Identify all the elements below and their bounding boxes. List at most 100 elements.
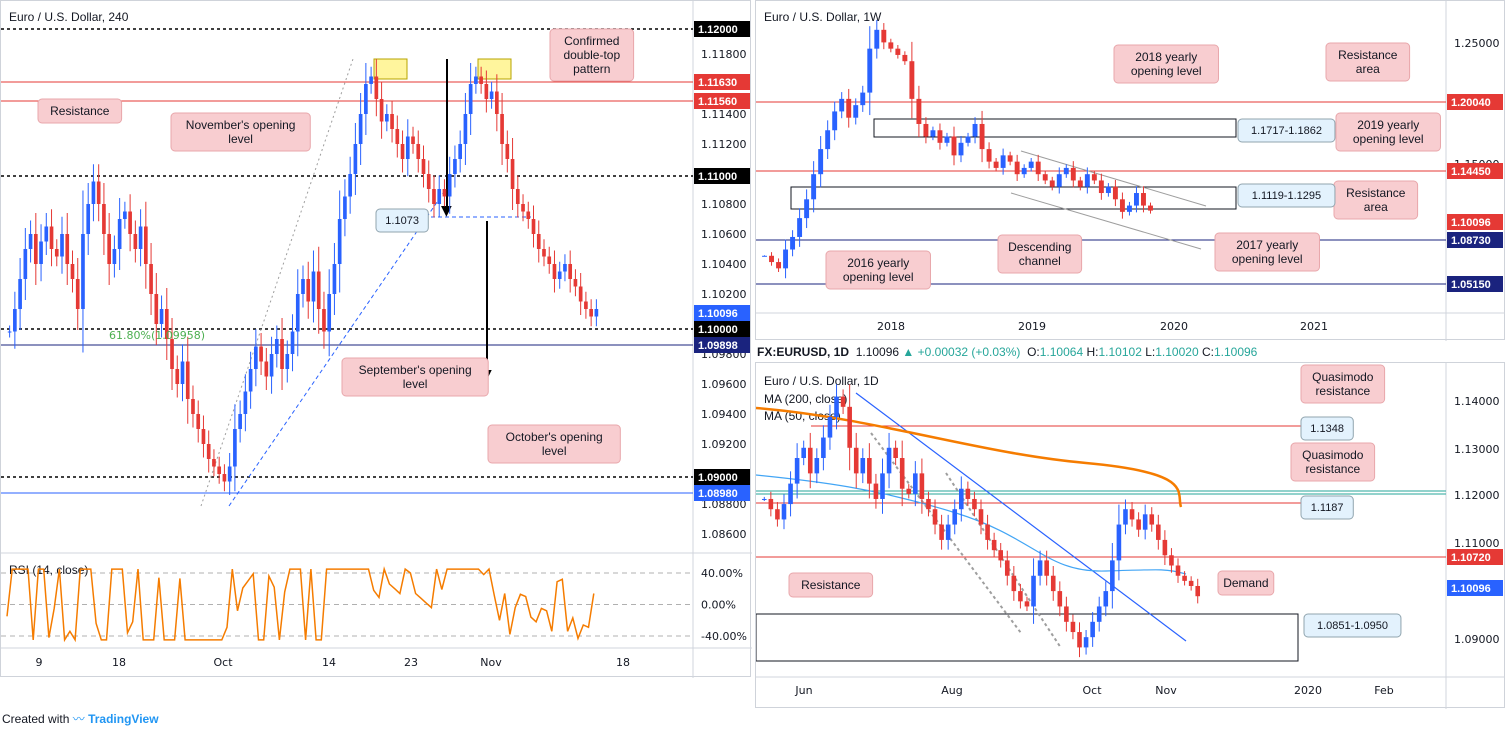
candle-1d-candle [788, 483, 793, 505]
candle-4h-candle [7, 331, 12, 333]
candle-4h-candle [348, 174, 352, 197]
candle-4h-candle [322, 309, 326, 332]
trend-line [855, 392, 1187, 642]
y-tick-label: 1.25000 [1454, 37, 1500, 50]
tradingview-brand[interactable]: TradingView [88, 712, 159, 726]
candle-4h-candle [23, 249, 28, 279]
annotation-resistance-area-1-box [1325, 42, 1411, 82]
y-tick-label: 1.11800 [701, 48, 747, 61]
chart-1w[interactable]: Euro / U.S. Dollar, 1W1.250001.150002018… [756, 1, 1505, 341]
candle-1w-candle [867, 48, 873, 93]
annotation-1348-box [1300, 416, 1354, 441]
annotation-2019-box [1335, 112, 1441, 152]
annotation-november-text: November's opening [186, 118, 296, 132]
candle-4h-candle [505, 144, 510, 159]
chart-1w-panel[interactable]: Euro / U.S. Dollar, 1W1.250001.150002018… [755, 0, 1505, 341]
price-tag-bg [1447, 580, 1503, 596]
candle-1w-candle [1021, 167, 1027, 175]
candle-4h-candle [552, 264, 557, 279]
candle-4h-candle [542, 249, 546, 257]
candle-1d-candle [775, 509, 780, 520]
candle-4h-candle [217, 466, 222, 474]
candle-4h-candle [384, 114, 389, 122]
top-marker-1 [373, 58, 408, 80]
candle-4h-candle [316, 271, 321, 309]
price-tag: 1.10096 [1451, 583, 1491, 595]
candle-4h-candle [395, 129, 400, 144]
candle-4h-candle [117, 219, 122, 249]
x-tick-label: Jun [794, 684, 812, 697]
top-marker-2 [477, 58, 512, 80]
annotation-demand-text: Demand [1223, 576, 1268, 590]
candle-4h-candle [374, 76, 379, 99]
y-tick-label: 1.13000 [1454, 443, 1500, 456]
footer[interactable]: Created with 〰 TradingView [2, 710, 159, 727]
candle-1w-candle [1091, 174, 1097, 181]
open-label: O: [1027, 345, 1040, 359]
candle-1w-candle [951, 136, 957, 156]
candle-1d-candle [794, 458, 800, 484]
candle-4h-candle [290, 331, 295, 354]
annotation-2017-box [1214, 232, 1320, 272]
candle-1d-candle [801, 447, 806, 459]
annotation-qm-2-box [1290, 442, 1376, 482]
x-tick-label: 14 [322, 656, 336, 669]
x-tick-label: 18 [616, 656, 630, 669]
candle-4h-candle [557, 271, 562, 279]
candle-1w-candle [902, 54, 908, 62]
annotation-1717-text: 1.1717-1.1862 [1251, 125, 1322, 137]
candle-1d-candle [1162, 539, 1168, 556]
annotation-1187-box [1300, 495, 1354, 520]
candle-4h-candle [259, 346, 263, 362]
candle-1w-candle [1119, 199, 1125, 212]
candle-4h-candle [269, 354, 274, 377]
annotation-resistance-box [37, 98, 123, 124]
candle-4h-candle [510, 159, 515, 189]
annotation-2018-text: opening level [1131, 64, 1202, 78]
y-tick-label: 1.11200 [701, 138, 747, 151]
candle-4h-candle [65, 234, 70, 264]
candle-1d-candle [1110, 560, 1115, 592]
candle-4h-candle [426, 174, 431, 189]
tradingview-logo-icon: 〰 [72, 712, 85, 726]
candle-4h-candle [285, 354, 290, 369]
legend-ma50: MA (50, close) [764, 409, 841, 423]
candle-1d-candle [1018, 591, 1023, 602]
candle-1d-candle [1149, 514, 1155, 525]
candle-4h-candle [369, 76, 373, 84]
chart-1d-panel[interactable]: Euro / U.S. Dollar, 1D MA (200, close) MA … [755, 362, 1505, 709]
candle-4h-candle [33, 234, 38, 264]
candle-4h-candle [28, 234, 33, 249]
candle-1w-candle [1148, 205, 1153, 211]
annotation-1119-text: 1.1119-1.1295 [1252, 190, 1321, 202]
candle-1w-candle [1063, 167, 1069, 175]
candle-1w-candle [874, 29, 880, 49]
candle-4h-candle [81, 234, 85, 309]
candle-4h-candle [222, 474, 227, 482]
candle-1w-candle [958, 142, 964, 156]
candle-4h-candle [337, 219, 342, 264]
candle-4h-candle [264, 361, 269, 377]
candle-1d-candle [853, 447, 859, 474]
x-tick-label: 2018 [877, 320, 905, 333]
price-tag: 1.10000 [698, 324, 738, 336]
annotation-resistance-text: Resistance [801, 578, 861, 592]
candle-4h-candle [164, 309, 169, 339]
annotation-november-box [170, 112, 311, 152]
candle-1w-candle [1133, 193, 1139, 206]
chart-title: Euro / U.S. Dollar, 1W [764, 10, 882, 24]
candle-1w-candle [1049, 180, 1055, 187]
annotation-2016-text: opening level [843, 270, 914, 284]
candle-1d-candle [847, 406, 852, 448]
candle-4h-candle [274, 339, 279, 354]
candle-1d-candle [1031, 575, 1036, 607]
candle-1w-candle [797, 218, 803, 237]
candle-4h-candle [49, 226, 54, 249]
chart-1d[interactable]: Euro / U.S. Dollar, 1D MA (200, close) MA … [756, 363, 1505, 709]
candle-4h-candle [390, 114, 394, 129]
candle-4h-candle [495, 91, 499, 114]
annotation-2017-text: opening level [1232, 252, 1303, 266]
price-tag-bg [694, 93, 750, 109]
chart-4h-panel[interactable]: Euro / U.S. Dollar, 240 1.11800 1.11400 1.1… [0, 0, 752, 678]
chart-4h[interactable]: Euro / U.S. Dollar, 2401.118001.114001.1… [1, 1, 752, 678]
